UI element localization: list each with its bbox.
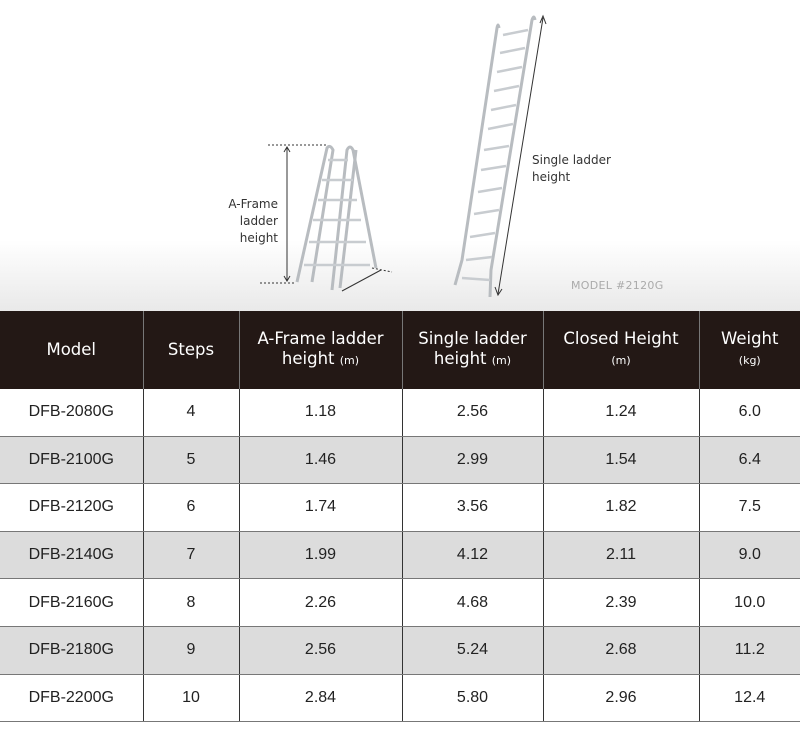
table-row: DFB-2120G 6 1.74 3.56 1.82 7.5 — [0, 483, 800, 532]
cell-model: DFB-2120G — [0, 483, 143, 532]
cell-model: DFB-2080G — [0, 389, 143, 437]
cell-closed-height: 1.54 — [542, 436, 699, 485]
single-ladder — [453, 15, 537, 298]
cell-single-height: 4.68 — [401, 578, 543, 627]
cell-steps: 9 — [142, 626, 239, 675]
product-illustration: A-Frame ladder height Single ladder heig… — [0, 0, 800, 311]
model-tag: MODEL #2120G — [571, 279, 664, 292]
aframe-label-line1: A-Frame ladder — [228, 197, 278, 228]
cell-weight: 7.5 — [698, 483, 800, 532]
aframe-rungs — [304, 158, 370, 267]
single-height-label: Single ladder height — [532, 152, 611, 186]
table-row: DFB-2180G 9 2.56 5.24 2.68 11.2 — [0, 626, 800, 675]
header-steps: Steps — [142, 311, 239, 389]
cell-aframe-height: 2.84 — [238, 674, 402, 723]
aframe-dimension — [260, 144, 393, 292]
cell-weight: 9.0 — [698, 531, 800, 580]
cell-single-height: 5.80 — [401, 674, 543, 723]
cell-steps: 6 — [142, 483, 239, 532]
aframe-label-line2: height — [239, 231, 278, 245]
header-weight: Weight (kg) — [698, 311, 800, 389]
header-row: Model Steps A-Frame ladder height (m) Sin… — [0, 311, 800, 389]
cell-steps: 10 — [142, 674, 239, 723]
cell-weight: 11.2 — [698, 626, 800, 675]
table-row: DFB-2100G 5 1.46 2.99 1.54 6.4 — [0, 436, 800, 485]
cell-weight: 10.0 — [698, 578, 800, 627]
cell-single-height: 5.24 — [401, 626, 543, 675]
header-model: Model — [0, 311, 143, 389]
cell-steps: 8 — [142, 578, 239, 627]
cell-aframe-height: 1.74 — [238, 483, 402, 532]
cell-single-height: 3.56 — [401, 483, 543, 532]
header-single-height: Single ladder height (m) — [401, 311, 543, 389]
cell-model: DFB-2200G — [0, 674, 143, 723]
cell-single-height: 4.12 — [401, 531, 543, 580]
cell-aframe-height: 1.46 — [238, 436, 402, 485]
cell-closed-height: 1.24 — [542, 389, 699, 437]
cell-weight: 6.0 — [698, 389, 800, 437]
cell-single-height: 2.99 — [401, 436, 543, 485]
aframe-height-label: A-Frame ladder height — [190, 196, 278, 247]
cell-closed-height: 2.11 — [542, 531, 699, 580]
cell-aframe-height: 2.56 — [238, 626, 402, 675]
single-rungs — [461, 28, 529, 282]
cell-weight: 12.4 — [698, 674, 800, 723]
header-closed-height: Closed Height (m) — [542, 311, 699, 389]
single-label-line2: height — [532, 170, 571, 184]
cell-closed-height: 2.96 — [542, 674, 699, 723]
spec-table: Model Steps A-Frame ladder height (m) Sin… — [0, 311, 800, 723]
single-dimension — [494, 14, 547, 297]
cell-weight: 6.4 — [698, 436, 800, 485]
table-row: DFB-2140G 7 1.99 4.12 2.11 9.0 — [0, 531, 800, 580]
cell-model: DFB-2140G — [0, 531, 143, 580]
cell-closed-height: 1.82 — [542, 483, 699, 532]
table-row: DFB-2160G 8 2.26 4.68 2.39 10.0 — [0, 578, 800, 627]
cell-steps: 5 — [142, 436, 239, 485]
table-row: DFB-2080G 4 1.18 2.56 1.24 6.0 — [0, 389, 800, 437]
table-row: DFB-2200G 10 2.84 5.80 2.96 12.4 — [0, 674, 800, 723]
cell-aframe-height: 2.26 — [238, 578, 402, 627]
header-aframe-height: A-Frame ladder height (m) — [238, 311, 402, 389]
cell-closed-height: 2.68 — [542, 626, 699, 675]
single-label-line1: Single ladder — [532, 153, 611, 167]
cell-steps: 4 — [142, 389, 239, 437]
ladder-diagram — [260, 14, 547, 298]
cell-model: DFB-2160G — [0, 578, 143, 627]
cell-aframe-height: 1.18 — [238, 389, 402, 437]
cell-model: DFB-2180G — [0, 626, 143, 675]
aframe-ladder — [295, 144, 378, 291]
cell-single-height: 2.56 — [401, 389, 543, 437]
cell-closed-height: 2.39 — [542, 578, 699, 627]
cell-model: DFB-2100G — [0, 436, 143, 485]
cell-steps: 7 — [142, 531, 239, 580]
cell-aframe-height: 1.99 — [238, 531, 402, 580]
